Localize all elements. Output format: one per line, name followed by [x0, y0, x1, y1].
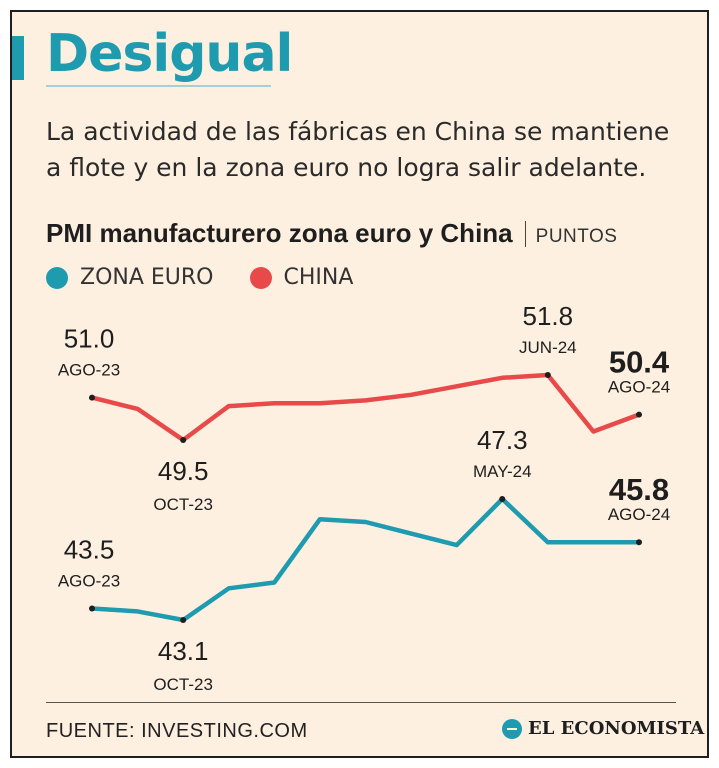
brand-logo-icon — [502, 718, 522, 739]
date-label: MAY-24 — [473, 462, 532, 481]
date-label: OCT-23 — [153, 495, 213, 514]
series-line-china — [89, 372, 642, 443]
data-point-china — [180, 437, 187, 443]
series-line-zona-euro — [89, 496, 642, 623]
legend-item-zona-euro: ZONA EURO — [46, 265, 214, 290]
value-label: 50.4 — [609, 345, 670, 380]
value-label: 47.3 — [477, 425, 528, 455]
date-label: OCT-23 — [153, 675, 213, 694]
footer-divider — [46, 702, 676, 703]
value-label: 49.5 — [158, 456, 209, 486]
date-label: JUN-24 — [519, 338, 577, 357]
title-separator — [524, 221, 526, 247]
date-label: AGO-24 — [608, 378, 670, 397]
data-point-china — [636, 411, 642, 418]
chart-title: PMI manufacturero zona euro y China — [46, 218, 513, 248]
data-point-zona-euro — [636, 539, 642, 546]
value-label: 43.1 — [158, 636, 209, 666]
pmi-line-chart: 43.5AGO-2343.1OCT-2347.3MAY-2445.8AGO-24… — [58, 301, 670, 694]
title-underline — [46, 85, 271, 87]
subtitle: La actividad de las fábricas en China se… — [46, 117, 670, 182]
data-point-china — [544, 372, 551, 378]
title-accent-bar — [12, 36, 24, 80]
page-title: Desigual — [46, 24, 293, 84]
value-label: 43.5 — [64, 534, 115, 564]
data-point-zona-euro — [180, 617, 187, 623]
value-label: 45.8 — [609, 472, 669, 507]
legend-label-china: CHINA — [283, 265, 354, 290]
brand: EL ECONOMISTA — [502, 718, 704, 739]
legend: ZONA EURO CHINA — [46, 265, 389, 290]
legend-dot-icon — [249, 266, 272, 289]
brand-name: EL ECONOMISTA — [528, 718, 705, 739]
source-credit: FUENTE: INVESTING.COM — [46, 720, 308, 742]
legend-item-china: CHINA — [249, 265, 354, 290]
data-point-zona-euro — [89, 605, 95, 612]
infographic-frame: Desigual La actividad de las fábricas en… — [10, 10, 709, 758]
date-label: AGO-23 — [58, 361, 120, 380]
legend-dot-icon — [46, 266, 68, 289]
value-label: 51.8 — [523, 301, 574, 331]
data-point-zona-euro — [499, 496, 506, 502]
data-point-china — [89, 394, 95, 401]
date-label: AGO-24 — [608, 505, 670, 524]
date-label: AGO-23 — [58, 571, 120, 590]
chart-unit: PUNTOS — [535, 226, 618, 247]
value-label: 51.0 — [64, 324, 115, 354]
chart-header: PMI manufacturero zona euro y China PUNTO… — [46, 218, 617, 249]
legend-label-zona-euro: ZONA EURO — [80, 265, 214, 290]
